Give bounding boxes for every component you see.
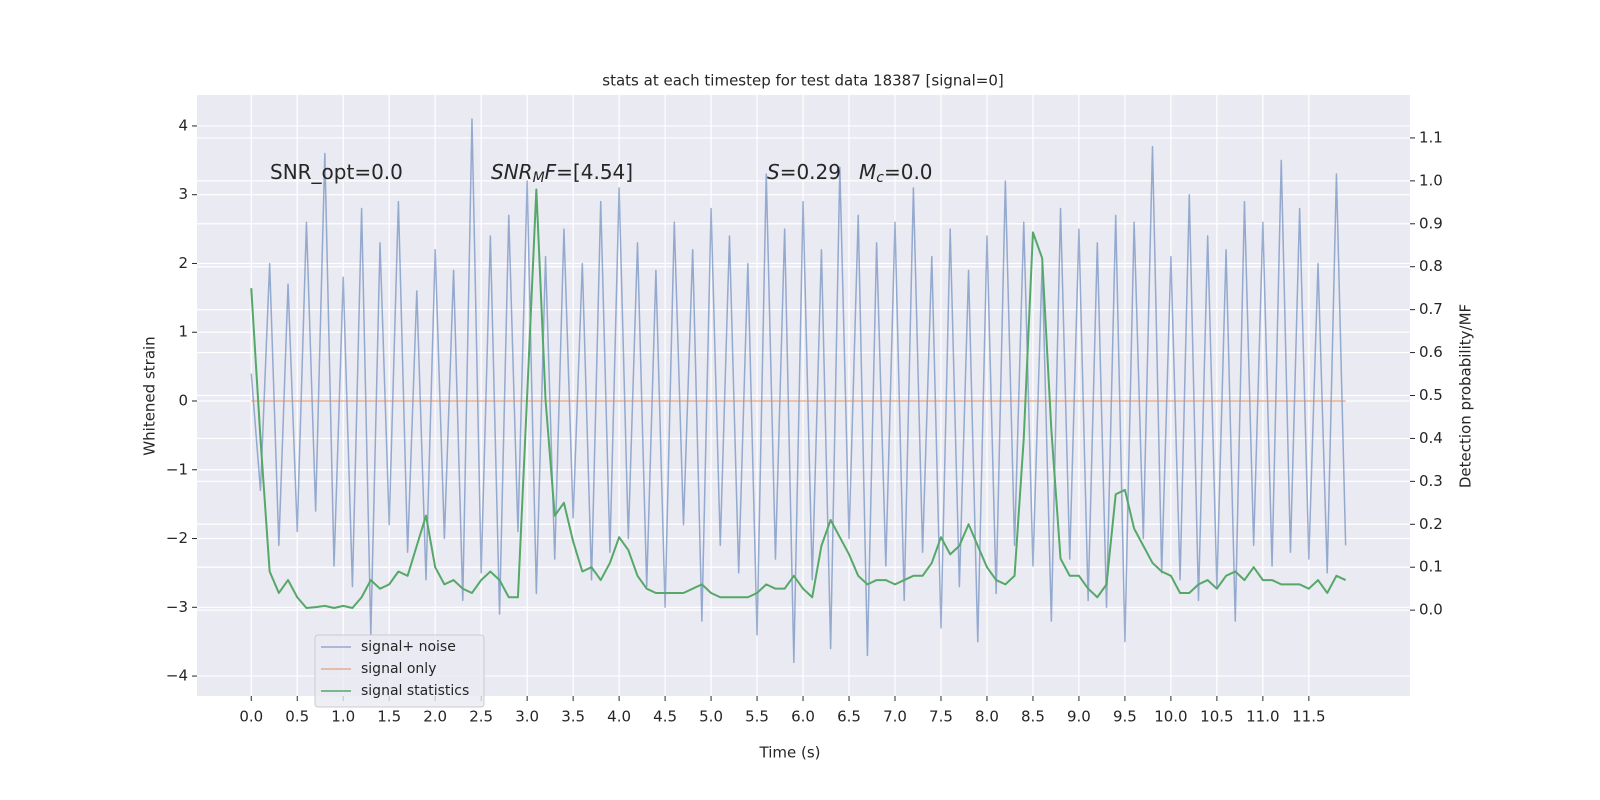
legend-label: signal only — [361, 661, 436, 677]
x-tick-label: 9.5 — [1113, 708, 1137, 726]
legend-label: signal statistics — [361, 683, 469, 699]
annotation-part: M — [859, 160, 876, 184]
legend-label: signal+ noise — [361, 639, 456, 655]
y2-tick-label: 0.4 — [1419, 429, 1443, 447]
annotation-part: =0.0 — [884, 160, 933, 184]
y2-tick-label: 0.8 — [1419, 257, 1443, 275]
y-tick-label: 4 — [178, 116, 188, 134]
y-axis-label: Whitened strain — [141, 336, 159, 455]
y2-tick-label: 0.5 — [1419, 386, 1443, 404]
x-tick-label: 6.0 — [791, 708, 815, 726]
x-tick-label: 5.5 — [745, 708, 769, 726]
x-tick-label: 10.5 — [1200, 708, 1233, 726]
y-tick-label: 2 — [178, 254, 188, 272]
series-line — [250, 118, 1347, 664]
x-tick-label: 6.5 — [837, 708, 861, 726]
y-tick-label: −4 — [166, 667, 188, 685]
x-tick-label: 7.0 — [883, 708, 907, 726]
x-tick-label: 2.0 — [423, 708, 447, 726]
x-tick-label: 8.5 — [1021, 708, 1045, 726]
x-tick-label: 3.0 — [515, 708, 539, 726]
y-tick-label: 0 — [178, 392, 188, 410]
x-tick-label: 10.0 — [1154, 708, 1187, 726]
annotation: SNRMF=[4.54] — [491, 160, 633, 187]
x-tick-label: 4.5 — [653, 708, 677, 726]
x-tick-label: 1.5 — [377, 708, 401, 726]
x-tick-label: 11.5 — [1292, 708, 1325, 726]
annotation-part: =0.29 — [780, 160, 841, 184]
series-line — [250, 188, 1347, 609]
y-tick-label: −2 — [166, 529, 188, 547]
x-tick-label: 3.5 — [561, 708, 585, 726]
annotation-part: SNR_opt=0.0 — [270, 160, 403, 184]
x-tick-label: 11.0 — [1246, 708, 1279, 726]
x-tick-label: 7.5 — [929, 708, 953, 726]
x-tick-label: 5.0 — [699, 708, 723, 726]
y2-tick-label: 0.9 — [1419, 214, 1443, 232]
x-tick-label: 9.0 — [1067, 708, 1091, 726]
annotation-part: S — [767, 160, 780, 184]
y2-tick-label: 0.6 — [1419, 343, 1443, 361]
annotation-part: =[4.54] — [556, 160, 633, 184]
y2-axis-label: Detection probability/MF — [1457, 304, 1475, 488]
annotation: S=0.29 Mc=0.0 — [767, 160, 933, 187]
x-tick-label: 2.5 — [469, 708, 493, 726]
y-tick-label: 3 — [178, 185, 188, 203]
y2-tick-label: 1.0 — [1419, 171, 1443, 189]
y-tick-label: 1 — [178, 323, 188, 341]
x-tick-label: 8.0 — [975, 708, 999, 726]
legend: signal+ noise signal only signal statistic… — [314, 634, 485, 708]
y2-tick-label: 0.7 — [1419, 300, 1443, 318]
annotation: SNR_opt=0.0 — [270, 160, 403, 184]
y2-tick-label: 1.1 — [1419, 128, 1443, 146]
y2-tick-label: 0.1 — [1419, 558, 1443, 576]
y2-tick-label: 0.3 — [1419, 472, 1443, 490]
annotation-part: SNR — [491, 160, 533, 184]
y2-tick-label: 0.0 — [1419, 601, 1443, 619]
y2-tick-label: 0.2 — [1419, 515, 1443, 533]
annotation-part: F — [545, 160, 557, 184]
y-tick-label: −1 — [166, 460, 188, 478]
x-tick-label: 4.0 — [607, 708, 631, 726]
chart-title: stats at each timestep for test data 183… — [602, 72, 1003, 90]
annotation-part: c — [876, 170, 884, 186]
x-tick-label: 0.5 — [285, 708, 309, 726]
annotation-part: M — [533, 170, 545, 186]
x-tick-label: 1.0 — [331, 708, 355, 726]
x-tick-label: 0.0 — [239, 708, 263, 726]
x-axis-label: Time (s) — [759, 744, 821, 762]
y-tick-label: −3 — [166, 598, 188, 616]
legend-box — [314, 634, 485, 708]
